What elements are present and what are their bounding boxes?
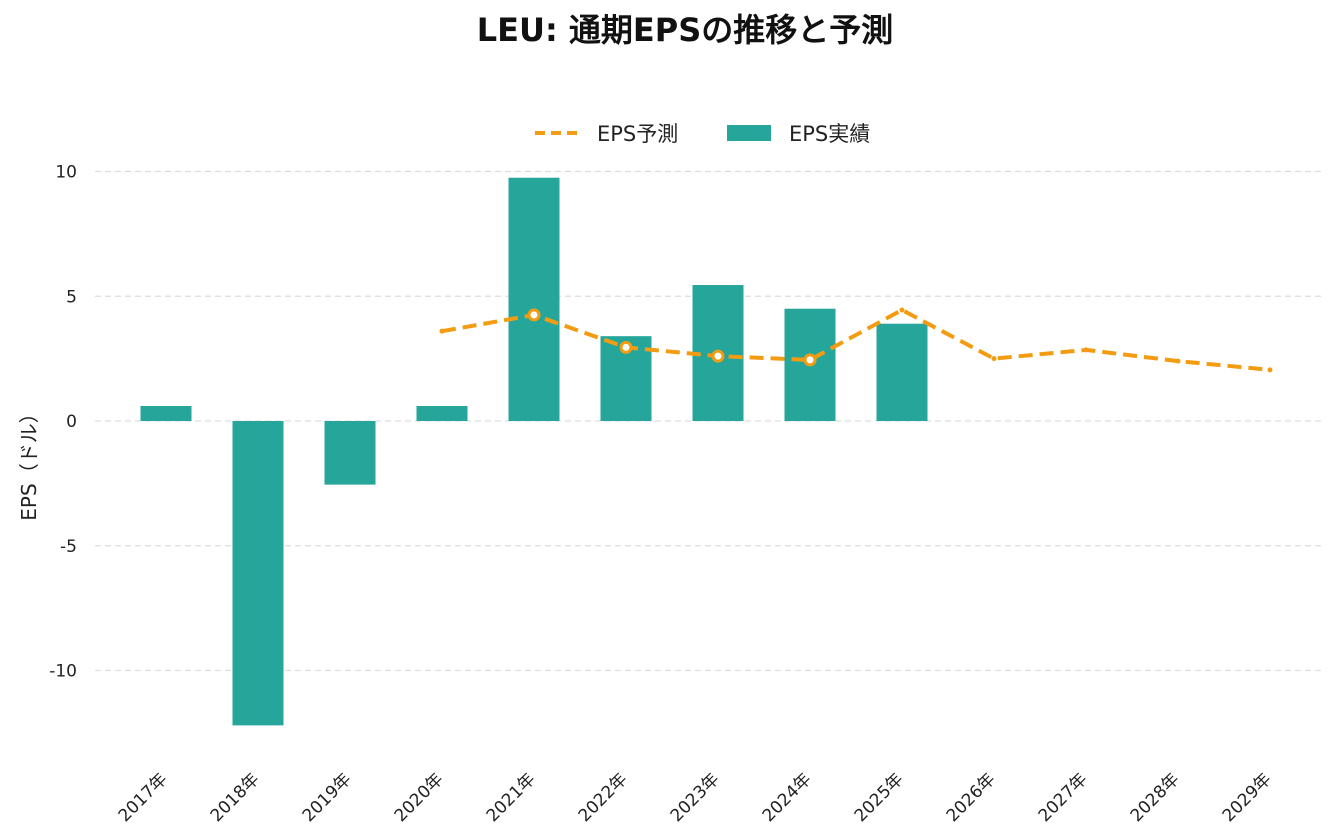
x-tick-label: 2025年 <box>851 769 908 826</box>
x-tick-label: 2029年 <box>1219 769 1276 826</box>
y-tick-label: 5 <box>66 287 77 307</box>
x-tick-label: 2024年 <box>759 769 816 826</box>
forecast-point <box>991 356 997 362</box>
x-tick-label: 2021年 <box>483 769 540 826</box>
x-tick-label: 2020年 <box>391 769 448 826</box>
line-series <box>439 307 1273 373</box>
forecast-point <box>899 307 905 313</box>
legend-item-actual: EPS実績 <box>727 122 870 146</box>
bar <box>876 323 928 421</box>
legend-actual-swatch <box>727 125 771 141</box>
forecast-line <box>441 307 1271 372</box>
y-tick-label: 0 <box>66 412 77 432</box>
forecast-point <box>439 328 445 334</box>
bar <box>140 406 192 421</box>
x-tick-label: 2026年 <box>943 769 1000 826</box>
x-tick-label: 2019年 <box>299 769 356 826</box>
forecast-point <box>1175 358 1181 364</box>
x-tick-label: 2017年 <box>115 769 172 826</box>
forecast-point <box>1267 367 1273 373</box>
forecast-point <box>711 349 725 363</box>
x-tick-label: 2028年 <box>1127 769 1184 826</box>
bar <box>416 406 468 421</box>
x-tick-label: 2027年 <box>1035 769 1092 826</box>
legend-forecast-label: EPS予測 <box>597 122 678 146</box>
y-axis-ticks: 10 5 0 -5 -10 <box>49 163 77 682</box>
legend: EPS予測 EPS実績 <box>535 122 870 146</box>
x-tick-label: 2023年 <box>667 769 724 826</box>
legend-item-forecast: EPS予測 <box>535 122 678 146</box>
forecast-point <box>1083 347 1089 353</box>
y-tick-label: -5 <box>60 537 77 557</box>
bar <box>508 177 560 421</box>
y-axis-title: EPS（ドル） <box>17 403 41 520</box>
y-tick-label: -10 <box>49 662 77 682</box>
x-tick-label: 2022年 <box>575 769 632 826</box>
bar <box>324 421 376 485</box>
forecast-point <box>619 340 633 354</box>
y-tick-label: 10 <box>55 163 77 183</box>
x-axis-ticks: 2017年 2018年 2019年 2020年 2021年 2022年 2023年 2024年… <box>115 769 1276 826</box>
bar-series <box>140 177 928 726</box>
x-tick-label: 2018年 <box>207 769 264 826</box>
forecast-point <box>803 353 817 367</box>
bar <box>232 421 284 726</box>
legend-actual-label: EPS実績 <box>789 122 870 146</box>
forecast-point <box>527 308 541 322</box>
chart-title: LEU: 通期EPSの推移と予測 <box>477 11 894 49</box>
